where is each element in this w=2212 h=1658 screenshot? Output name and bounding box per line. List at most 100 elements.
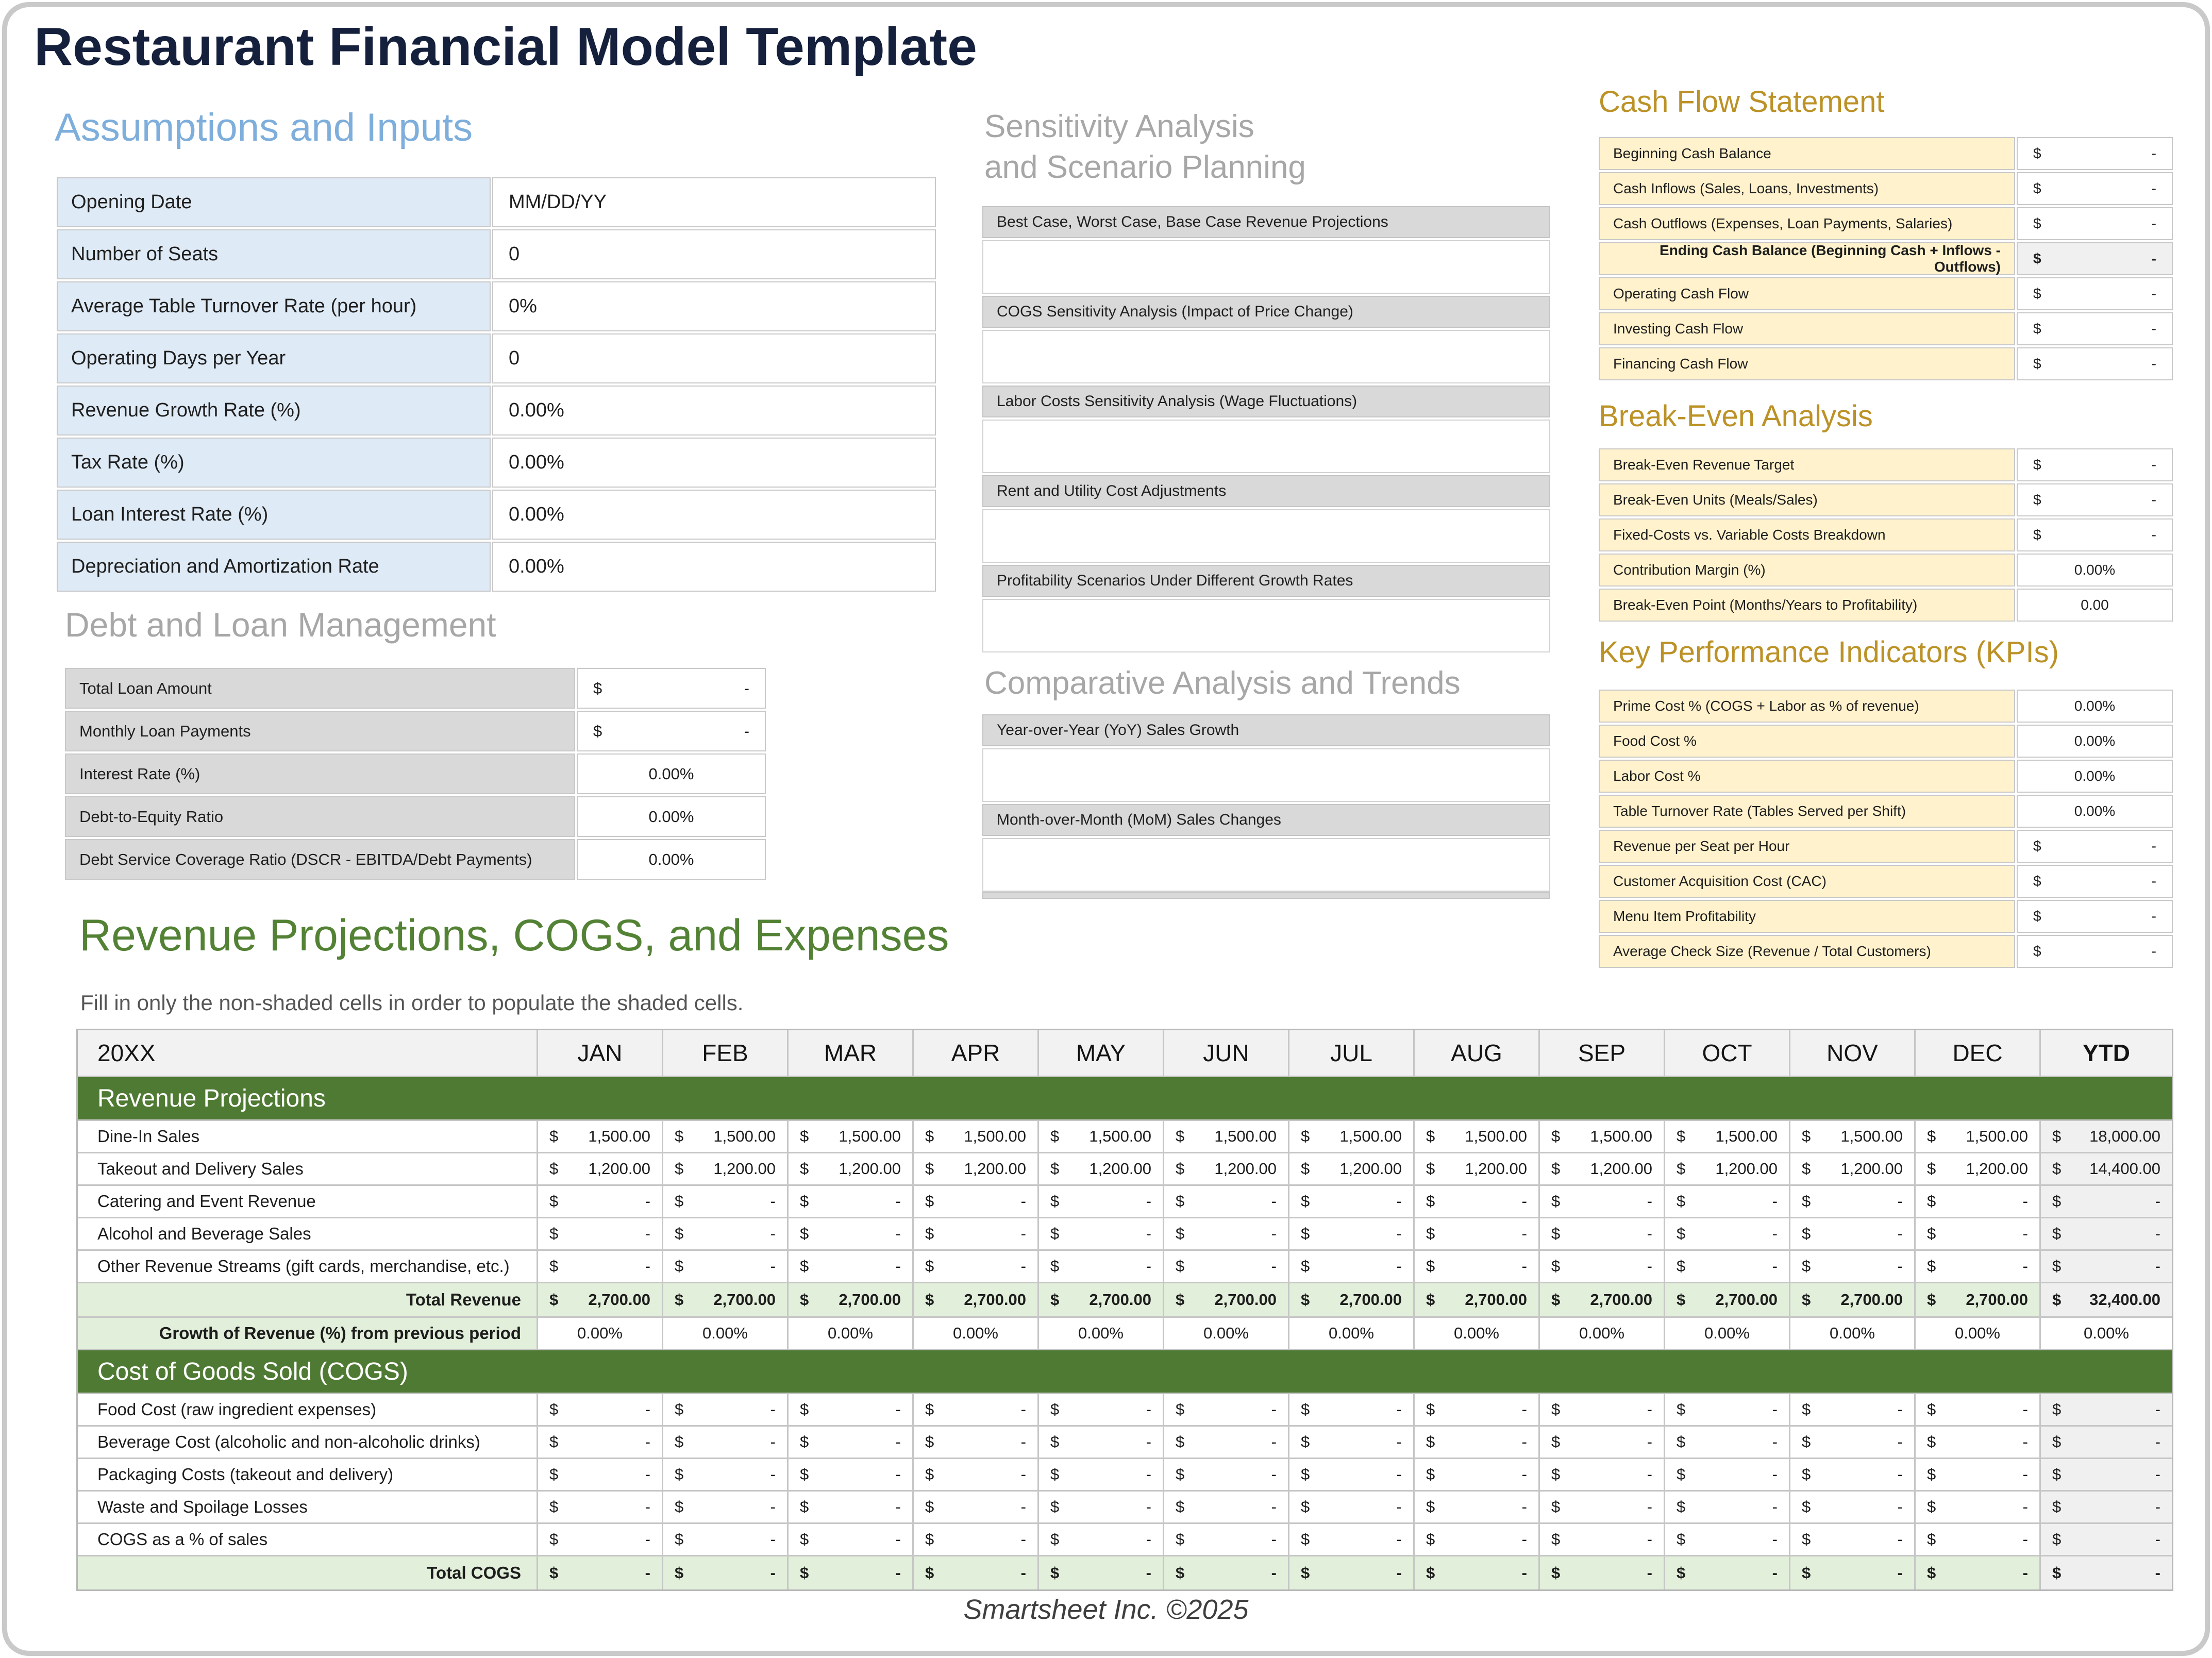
month-value-cell[interactable]: $ - xyxy=(914,1459,1037,1490)
list-item-input-area[interactable] xyxy=(982,420,1550,473)
month-value-cell[interactable]: $ - xyxy=(1665,1524,1789,1555)
month-value-cell[interactable]: $ - xyxy=(1540,1427,1664,1458)
month-value-cell[interactable]: $1,200.00 xyxy=(1039,1153,1163,1184)
month-value-cell[interactable]: $ - xyxy=(538,1394,662,1425)
list-item-input-area[interactable] xyxy=(982,240,1550,294)
month-value-cell[interactable]: $1,500.00 xyxy=(1790,1121,1914,1152)
month-value-cell[interactable]: $ - xyxy=(1415,1459,1538,1490)
month-value-cell[interactable]: $ - xyxy=(663,1251,787,1282)
month-value-cell[interactable]: $1,200.00 xyxy=(914,1153,1037,1184)
month-value-cell[interactable]: $1,200.00 xyxy=(663,1153,787,1184)
month-value-cell[interactable]: $1,500.00 xyxy=(1164,1121,1288,1152)
row-value-cell[interactable]: 0.00% xyxy=(2017,554,2173,587)
month-value-cell[interactable]: $ - xyxy=(1540,1492,1664,1522)
month-value-cell[interactable]: $ - xyxy=(1415,1186,1538,1217)
month-value-cell[interactable]: $1,500.00 xyxy=(1665,1121,1789,1152)
row-value-cell[interactable]: 0.00% xyxy=(2017,725,2173,758)
row-value-cell[interactable]: $ - xyxy=(2017,865,2173,898)
row-value-cell[interactable]: 0.00% xyxy=(492,438,936,488)
month-value-cell[interactable]: $ - xyxy=(1289,1427,1413,1458)
month-value-cell[interactable]: $1,500.00 xyxy=(663,1121,787,1152)
row-value-cell[interactable]: 0.00% xyxy=(2017,795,2173,828)
month-value-cell[interactable]: $ - xyxy=(538,1186,662,1217)
list-item-input-area[interactable] xyxy=(982,748,1550,802)
month-value-cell[interactable]: $ - xyxy=(538,1524,662,1555)
month-value-cell[interactable]: $ - xyxy=(663,1394,787,1425)
month-value-cell[interactable]: $ - xyxy=(1790,1251,1914,1282)
month-value-cell[interactable]: $ - xyxy=(1790,1459,1914,1490)
month-value-cell[interactable]: $ - xyxy=(663,1492,787,1522)
row-value-cell[interactable]: $ - xyxy=(2017,137,2173,170)
month-value-cell[interactable]: $ - xyxy=(789,1394,912,1425)
month-value-cell[interactable]: $ - xyxy=(914,1492,1037,1522)
month-value-cell[interactable]: $ - xyxy=(1415,1218,1538,1249)
row-value-cell[interactable]: $ - xyxy=(2017,900,2173,933)
month-value-cell[interactable]: $1,200.00 xyxy=(1289,1153,1413,1184)
month-value-cell[interactable]: $ - xyxy=(789,1218,912,1249)
row-value-cell[interactable]: $ - xyxy=(2017,830,2173,863)
month-value-cell[interactable]: $ - xyxy=(1164,1459,1288,1490)
row-value-cell[interactable]: $ - xyxy=(2017,483,2173,516)
month-value-cell[interactable]: $ - xyxy=(914,1186,1037,1217)
month-value-cell[interactable]: $1,500.00 xyxy=(1916,1121,2039,1152)
month-value-cell[interactable]: $ - xyxy=(914,1218,1037,1249)
month-value-cell[interactable]: $ - xyxy=(1540,1186,1664,1217)
month-value-cell[interactable]: $ - xyxy=(1289,1218,1413,1249)
list-item-input-area[interactable] xyxy=(982,838,1550,892)
month-value-cell[interactable]: $1,500.00 xyxy=(1289,1121,1413,1152)
month-value-cell[interactable]: $ - xyxy=(1665,1186,1789,1217)
month-value-cell[interactable]: $ - xyxy=(1665,1459,1789,1490)
row-value-cell[interactable]: 0.00% xyxy=(577,796,766,837)
month-value-cell[interactable]: $ - xyxy=(663,1427,787,1458)
row-value-cell[interactable]: $ - xyxy=(2017,935,2173,968)
month-value-cell[interactable]: $ - xyxy=(914,1427,1037,1458)
month-value-cell[interactable]: $ - xyxy=(1039,1218,1163,1249)
month-value-cell[interactable]: $1,200.00 xyxy=(538,1153,662,1184)
month-value-cell[interactable]: $1,500.00 xyxy=(914,1121,1037,1152)
month-value-cell[interactable]: $ - xyxy=(1665,1251,1789,1282)
month-value-cell[interactable]: $ - xyxy=(1790,1524,1914,1555)
month-value-cell[interactable]: $ - xyxy=(538,1218,662,1249)
month-value-cell[interactable]: $1,500.00 xyxy=(1540,1121,1664,1152)
month-value-cell[interactable]: $ - xyxy=(1039,1459,1163,1490)
month-value-cell[interactable]: $ - xyxy=(1540,1524,1664,1555)
month-value-cell[interactable]: $ - xyxy=(1039,1427,1163,1458)
month-value-cell[interactable]: $ - xyxy=(1665,1492,1789,1522)
list-item-input-area[interactable] xyxy=(982,509,1550,563)
month-value-cell[interactable]: $ - xyxy=(914,1251,1037,1282)
month-value-cell[interactable]: $1,200.00 xyxy=(1415,1153,1538,1184)
month-value-cell[interactable]: $ - xyxy=(663,1524,787,1555)
month-value-cell[interactable]: $1,200.00 xyxy=(1164,1153,1288,1184)
month-value-cell[interactable]: $ - xyxy=(1916,1492,2039,1522)
month-value-cell[interactable]: $ - xyxy=(538,1492,662,1522)
month-value-cell[interactable]: $1,500.00 xyxy=(1415,1121,1538,1152)
month-value-cell[interactable]: $ - xyxy=(1916,1394,2039,1425)
row-value-cell[interactable]: $ - xyxy=(577,668,766,709)
month-value-cell[interactable]: $ - xyxy=(789,1492,912,1522)
month-value-cell[interactable]: $1,200.00 xyxy=(789,1153,912,1184)
month-value-cell[interactable]: $ - xyxy=(789,1427,912,1458)
row-value-cell[interactable]: $ - xyxy=(2017,448,2173,481)
month-value-cell[interactable]: $ - xyxy=(663,1186,787,1217)
month-value-cell[interactable]: $ - xyxy=(1415,1394,1538,1425)
month-value-cell[interactable]: $ - xyxy=(538,1459,662,1490)
list-item-input-area[interactable] xyxy=(982,330,1550,383)
month-value-cell[interactable]: $ - xyxy=(1289,1186,1413,1217)
month-value-cell[interactable]: $ - xyxy=(1415,1524,1538,1555)
month-value-cell[interactable]: $1,200.00 xyxy=(1916,1153,2039,1184)
month-value-cell[interactable]: $ - xyxy=(1039,1524,1163,1555)
month-value-cell[interactable]: $ - xyxy=(789,1251,912,1282)
row-value-cell[interactable]: 0.00% xyxy=(577,839,766,880)
row-value-cell[interactable]: 0.00% xyxy=(577,753,766,794)
month-value-cell[interactable]: $ - xyxy=(1540,1394,1664,1425)
row-value-cell[interactable]: 0.00% xyxy=(492,542,936,592)
month-value-cell[interactable]: $ - xyxy=(789,1186,912,1217)
month-value-cell[interactable]: $ - xyxy=(1916,1186,2039,1217)
month-value-cell[interactable]: $ - xyxy=(663,1459,787,1490)
month-value-cell[interactable]: $ - xyxy=(1790,1394,1914,1425)
month-value-cell[interactable]: $ - xyxy=(1415,1251,1538,1282)
month-value-cell[interactable]: $ - xyxy=(1164,1218,1288,1249)
month-value-cell[interactable]: $ - xyxy=(1790,1218,1914,1249)
month-value-cell[interactable]: $ - xyxy=(1665,1394,1789,1425)
month-value-cell[interactable]: $ - xyxy=(538,1251,662,1282)
